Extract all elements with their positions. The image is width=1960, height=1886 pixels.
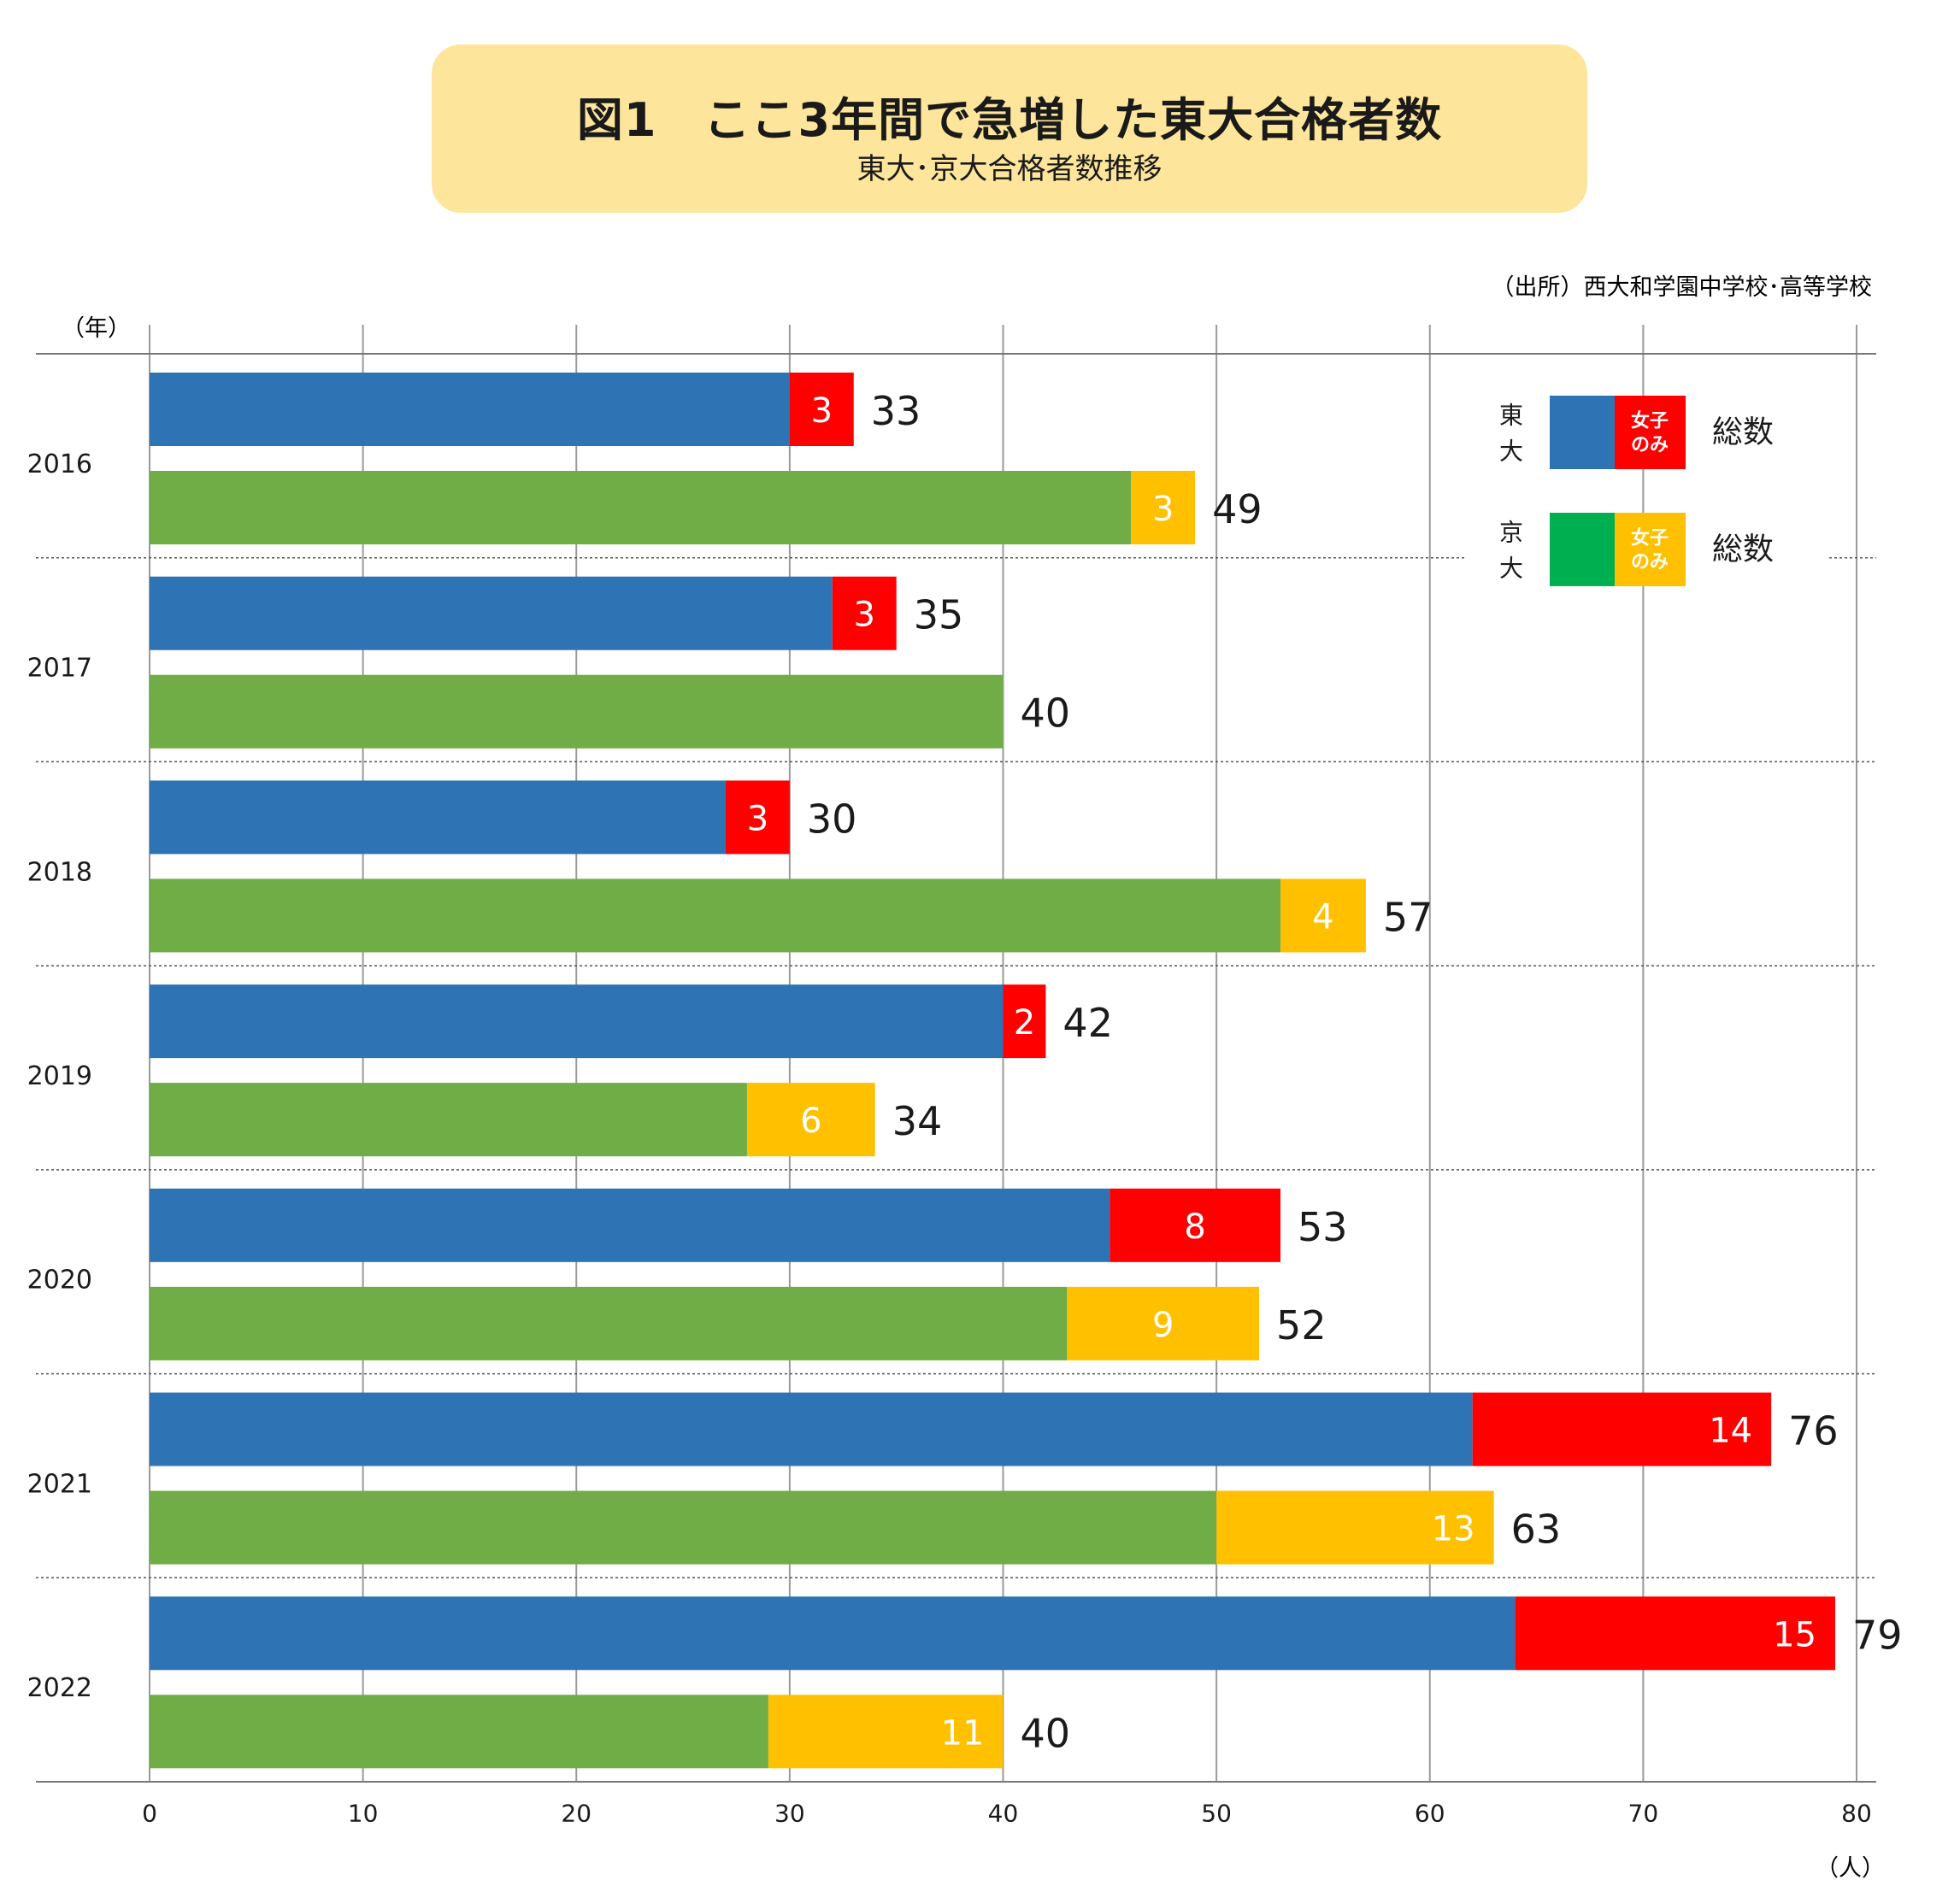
legend-swatch [1550,396,1615,469]
total-value-label: 35 [914,592,964,638]
women-value-label: 3 [854,596,875,635]
women-value-label: 2 [1014,1003,1035,1043]
x-tick-label: 60 [1415,1800,1445,1828]
bar-women-todai-2020 [1109,1188,1281,1262]
women-value-label: 8 [1184,1207,1205,1247]
bar-kyodai-2022 [150,1695,768,1769]
bar-women-todai-2019 [1003,984,1046,1059]
legend-women-label: 女子 [1631,410,1669,432]
bar-women-kyodai-2021 [1216,1490,1494,1565]
x-tick-label: 40 [988,1800,1019,1828]
chart-title: 図1 ここ3年間で急増した東大合格者数 [576,93,1443,147]
chart-subtitle: 東大･京大合格者数推移 [856,152,1162,186]
bar-women-kyodai-2019 [746,1083,875,1157]
total-value-label: 79 [1852,1612,1903,1658]
legend-women-label: のみ [1631,552,1669,573]
total-value-label: 49 [1212,486,1263,532]
legend-label: 東 [1499,402,1523,430]
women-value-label: 4 [1312,897,1333,937]
x-tick-label: 10 [348,1800,379,1828]
legend-swatch-women [1615,396,1686,469]
women-value-label: 3 [747,799,768,838]
women-value-label: 6 [800,1102,821,1141]
year-label: 2021 [27,1469,92,1499]
bar-women-kyodai-2016 [1131,471,1196,544]
year-label: 2020 [27,1266,92,1296]
legend-swatch-women [1615,513,1686,586]
total-value-label: 76 [1788,1408,1839,1454]
bar-todai-2020 [150,1188,1110,1262]
bar-todai-2016 [150,373,790,446]
bar-todai-2018 [150,780,726,855]
total-value-label: 33 [871,388,921,434]
bar-women-kyodai-2018 [1280,878,1366,953]
bars [150,373,1836,1769]
women-value-label: 3 [1152,490,1174,529]
total-value-label: 42 [1062,1000,1113,1046]
x-tick-label: 70 [1628,1800,1659,1828]
year-label: 2022 [27,1673,92,1703]
bar-women-todai-2018 [725,780,790,855]
total-value-label: 34 [892,1098,943,1144]
bar-women-kyodai-2020 [1067,1286,1260,1360]
bar-women-todai-2016 [789,373,854,446]
women-value-label: 15 [1773,1615,1816,1654]
bar-women-todai-2022 [1515,1596,1836,1671]
bar-kyodai-2016 [150,471,1132,544]
legend-women-label: 女子 [1631,527,1669,549]
bar-todai-2021 [150,1392,1473,1466]
bar-kyodai-2019 [150,1083,747,1157]
bar-women-todai-2017 [832,576,897,650]
x-tick-label: 80 [1841,1800,1872,1828]
year-label: 2017 [27,654,92,684]
total-value-label: 40 [1021,690,1071,737]
x-axis-label: （人） [1816,1855,1885,1882]
y-axis-label: （年） [62,315,131,342]
legend-label: 大 [1499,438,1523,466]
total-value-label: 53 [1298,1204,1348,1250]
bar-kyodai-2021 [150,1490,1217,1565]
total-value-label: 40 [1021,1710,1071,1756]
legend-label: 大 [1499,555,1523,583]
x-tick-label: 30 [774,1800,805,1828]
year-label: 2018 [27,857,92,887]
women-value-label: 14 [1709,1412,1752,1451]
x-tick-label: 20 [561,1800,592,1828]
total-value-label: 52 [1276,1302,1327,1348]
bar-women-todai-2021 [1472,1392,1772,1466]
year-label: 2019 [27,1061,92,1091]
x-tick-label: 50 [1201,1800,1232,1828]
women-value-label: 9 [1152,1306,1174,1345]
legend-women-label: のみ [1631,435,1669,456]
source-note: （出所）西大和学園中学校･高等学校 [1492,274,1873,301]
total-value-label: 57 [1383,894,1433,940]
year-label: 2016 [27,449,92,479]
bar-women-kyodai-2022 [768,1695,1004,1769]
bar-kyodai-2020 [150,1286,1068,1360]
bar-kyodai-2018 [150,878,1281,953]
legend-label: 京 [1499,519,1523,547]
legend-total-label: 総数 [1712,532,1774,567]
bar-todai-2022 [150,1596,1516,1671]
bar-todai-2017 [150,576,833,650]
legend-total-label: 総数 [1712,415,1774,450]
legend-swatch [1550,513,1615,586]
bar-todai-2019 [150,984,1004,1059]
women-value-label: 13 [1432,1510,1475,1549]
women-value-label: 3 [811,391,833,431]
data-labels: 0 10 20 30 40 50 60 70 80 2016 2017 2018 2019 2020 202… [27,388,1903,1828]
women-value-label: 11 [941,1713,985,1753]
total-value-label: 30 [807,796,857,842]
bar-kyodai-2017 [150,674,1004,749]
x-tick-label: 0 [142,1800,157,1828]
title-panel: 図1 ここ3年間で急増した東大合格者数 東大･京大合格者数推移 [432,44,1587,213]
total-value-label: 63 [1511,1507,1562,1553]
